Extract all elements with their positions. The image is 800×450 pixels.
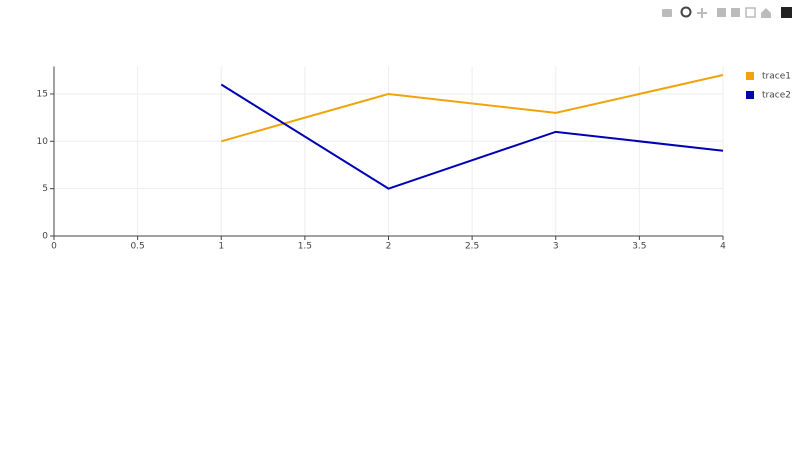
- y-tick-label: 0: [42, 232, 48, 242]
- zoom-in-icon[interactable]: [717, 8, 726, 17]
- legend-swatch[interactable]: [746, 91, 754, 99]
- x-tick-label: 1.5: [298, 242, 312, 252]
- x-tick-label: 0: [51, 242, 57, 252]
- x-tick-label: 4: [720, 242, 726, 252]
- x-tick-label: 0.5: [130, 242, 144, 252]
- legend-label[interactable]: trace1: [762, 72, 791, 82]
- modebar: [662, 6, 792, 18]
- x-tick-label: 2.5: [465, 242, 479, 252]
- zoom-icon[interactable]: [680, 6, 692, 18]
- line-series: [220, 83, 724, 190]
- x-tick-label: 3.5: [632, 242, 646, 252]
- x-tick-label: 1: [218, 242, 224, 252]
- legend-swatch[interactable]: [746, 72, 754, 80]
- zoom-out-icon[interactable]: [731, 8, 740, 17]
- camera-icon[interactable]: [662, 9, 672, 17]
- x-tick-label: 3: [553, 242, 559, 252]
- reset-icon[interactable]: [761, 8, 771, 18]
- y-tick-label: 5: [42, 184, 48, 194]
- line-series: [220, 74, 724, 143]
- legend-label[interactable]: trace2: [762, 91, 791, 101]
- y-tick-label: 15: [37, 89, 48, 99]
- plotly-logo[interactable]: [781, 7, 792, 18]
- y-tick-label: 10: [37, 137, 49, 147]
- pan-icon[interactable]: [697, 8, 707, 18]
- x-tick-label: 2: [386, 242, 392, 252]
- autoscale-icon[interactable]: [745, 7, 756, 18]
